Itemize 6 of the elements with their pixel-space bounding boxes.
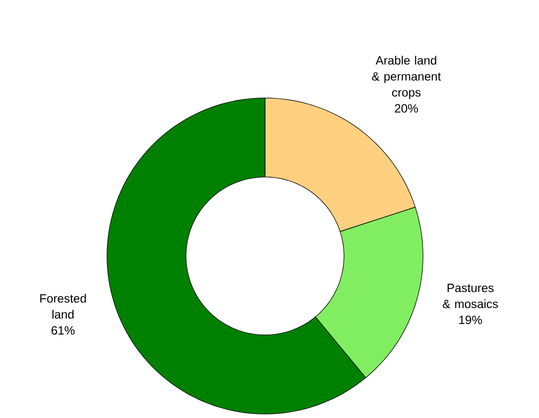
data-label: 61%	[52, 326, 75, 335]
data-label: 20%	[394, 104, 418, 113]
data-label: 19%	[459, 316, 482, 324]
slice-label: Pastures & mosaics	[442, 284, 498, 308]
slice-label: Arable land & permanent crops	[372, 56, 441, 100]
slice-label: Forested land	[40, 294, 86, 319]
